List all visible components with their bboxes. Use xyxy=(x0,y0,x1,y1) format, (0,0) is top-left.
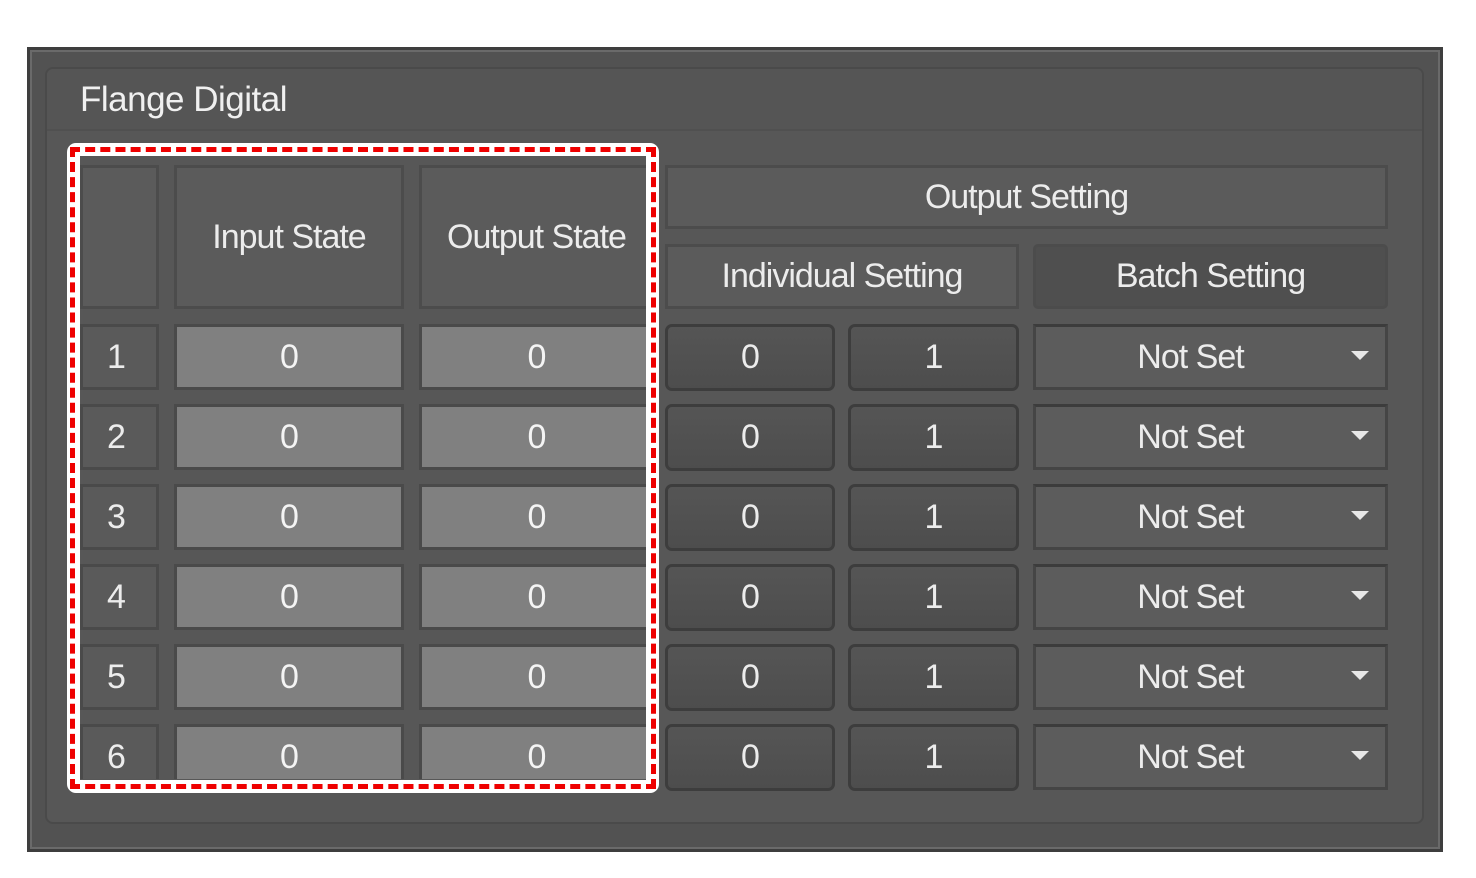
group-title: Flange Digital xyxy=(80,80,288,119)
input-state-value: 0 xyxy=(174,404,404,470)
header-input-state: Input State xyxy=(174,165,404,309)
individual-on-button[interactable]: 1 xyxy=(848,724,1019,791)
output-state-value: 0 xyxy=(419,644,646,710)
individual-on-button[interactable]: 1 xyxy=(848,324,1019,391)
input-state-value: 0 xyxy=(174,644,404,710)
output-state-value: 0 xyxy=(419,404,646,470)
batch-setting-dropdown[interactable]: Not Set xyxy=(1033,644,1388,710)
batch-setting-value: Not Set xyxy=(1137,577,1244,616)
caret-down-icon xyxy=(1351,751,1369,760)
individual-off-button[interactable]: 0 xyxy=(665,484,835,551)
caret-down-icon xyxy=(1351,511,1369,520)
caret-down-icon xyxy=(1351,351,1369,360)
row-index: 3 xyxy=(80,484,159,550)
batch-setting-dropdown[interactable]: Not Set xyxy=(1033,404,1388,470)
individual-on-button[interactable]: 1 xyxy=(848,404,1019,471)
input-state-value: 0 xyxy=(174,724,404,779)
output-state-value: 0 xyxy=(419,324,646,390)
caret-down-icon xyxy=(1351,591,1369,600)
individual-on-button[interactable]: 1 xyxy=(848,564,1019,631)
row-index: 5 xyxy=(80,644,159,710)
header-output-state: Output State xyxy=(419,165,646,309)
individual-off-button[interactable]: 0 xyxy=(665,564,835,631)
batch-setting-dropdown[interactable]: Not Set xyxy=(1033,484,1388,550)
output-state-value: 0 xyxy=(419,564,646,630)
header-index xyxy=(80,165,159,309)
caret-down-icon xyxy=(1351,431,1369,440)
output-state-value: 0 xyxy=(419,724,646,779)
header-batch-setting: Batch Setting xyxy=(1033,244,1388,309)
batch-setting-value: Not Set xyxy=(1137,337,1244,376)
individual-on-button[interactable]: 1 xyxy=(848,484,1019,551)
individual-off-button[interactable]: 0 xyxy=(665,724,835,791)
group-title-bar xyxy=(47,69,1422,131)
batch-setting-dropdown[interactable]: Not Set xyxy=(1033,724,1388,790)
batch-setting-dropdown[interactable]: Not Set xyxy=(1033,564,1388,630)
individual-off-button[interactable]: 0 xyxy=(665,404,835,471)
output-state-value: 0 xyxy=(419,484,646,550)
highlight-dashed-border xyxy=(70,147,656,789)
individual-off-button[interactable]: 0 xyxy=(665,324,835,391)
input-state-value: 0 xyxy=(174,564,404,630)
batch-setting-value: Not Set xyxy=(1137,737,1244,776)
batch-setting-value: Not Set xyxy=(1137,417,1244,456)
input-state-value: 0 xyxy=(174,324,404,390)
caret-down-icon xyxy=(1351,671,1369,680)
individual-off-button[interactable]: 0 xyxy=(665,644,835,711)
batch-setting-value: Not Set xyxy=(1137,497,1244,536)
input-state-value: 0 xyxy=(174,484,404,550)
individual-on-button[interactable]: 1 xyxy=(848,644,1019,711)
row-index: 1 xyxy=(80,324,159,390)
row-index: 2 xyxy=(80,404,159,470)
batch-setting-dropdown[interactable]: Not Set xyxy=(1033,324,1388,390)
row-index: 6 xyxy=(80,724,159,779)
header-output-setting: Output Setting xyxy=(665,165,1388,229)
batch-setting-value: Not Set xyxy=(1137,657,1244,696)
header-individual-setting: Individual Setting xyxy=(665,244,1019,309)
row-index: 4 xyxy=(80,564,159,630)
